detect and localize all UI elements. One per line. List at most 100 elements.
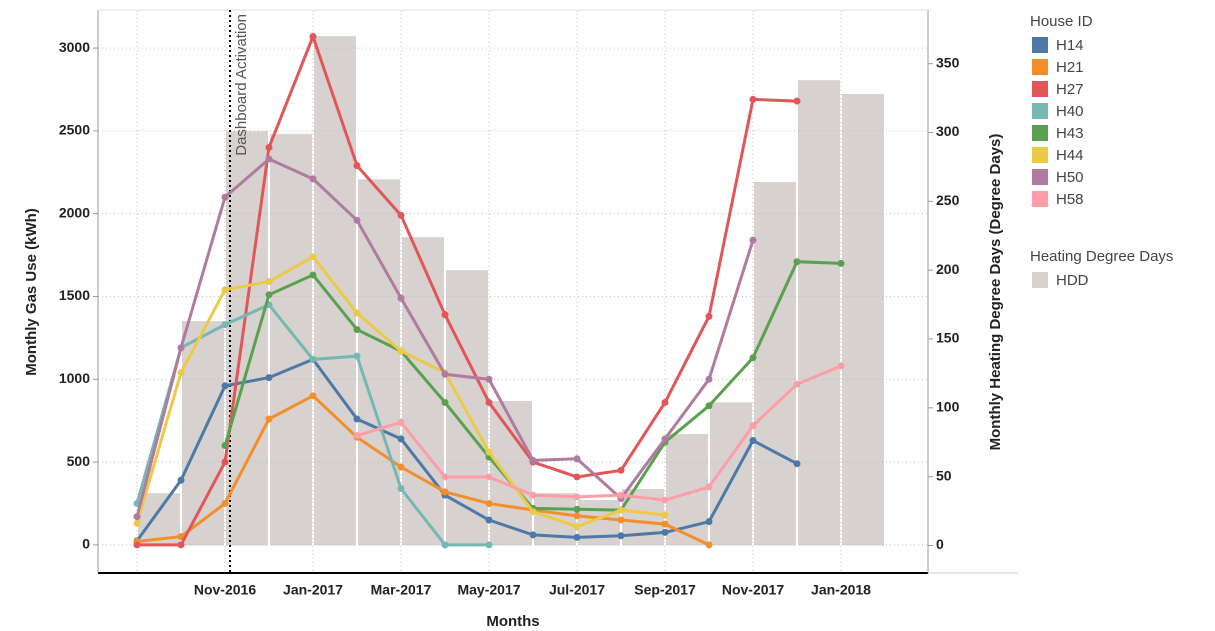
- point: [573, 473, 581, 481]
- point: [573, 512, 581, 520]
- point: [573, 523, 581, 531]
- point: [221, 286, 229, 294]
- point: [353, 352, 361, 360]
- point: [749, 437, 757, 445]
- point: [353, 309, 361, 317]
- point: [221, 458, 229, 466]
- point: [353, 326, 361, 334]
- y-tick-label: 2500: [59, 122, 90, 138]
- y2-tick-label: 100: [936, 399, 960, 415]
- point: [309, 253, 317, 261]
- y-tick-label: 2000: [59, 204, 90, 220]
- point: [177, 533, 185, 541]
- y2-tick-label: 150: [936, 330, 960, 346]
- point: [353, 216, 361, 224]
- legend-label: H21: [1056, 59, 1084, 76]
- legend-label: H58: [1056, 191, 1084, 208]
- point: [617, 506, 625, 514]
- point: [573, 533, 581, 541]
- point: [177, 476, 185, 484]
- point: [573, 455, 581, 463]
- point: [661, 528, 669, 536]
- point: [265, 278, 273, 286]
- point: [749, 95, 757, 103]
- point: [133, 513, 141, 521]
- point: [529, 508, 537, 516]
- y2-tick-label: 0: [936, 536, 944, 552]
- bar: [754, 182, 796, 546]
- y2-tick-label: 50: [936, 467, 952, 483]
- bar: [798, 80, 840, 546]
- bar: [446, 270, 488, 546]
- line: [137, 32, 798, 547]
- point: [397, 294, 405, 302]
- point: [705, 402, 713, 410]
- point: [177, 344, 185, 352]
- point: [177, 369, 185, 377]
- bar: [710, 402, 752, 546]
- point: [441, 473, 449, 481]
- point: [265, 374, 273, 382]
- legend-label: H43: [1056, 125, 1084, 142]
- legend-swatch: [1032, 103, 1048, 119]
- point: [529, 491, 537, 499]
- y-tick-label: 500: [67, 453, 91, 469]
- x-tick-label: May-2017: [457, 582, 520, 598]
- y2-tick-label: 350: [936, 54, 960, 70]
- point: [661, 520, 669, 528]
- point: [221, 321, 229, 329]
- point: [309, 32, 317, 40]
- point: [705, 518, 713, 526]
- point: [309, 271, 317, 279]
- point: [309, 175, 317, 183]
- y2-tick-label: 250: [936, 192, 960, 208]
- point: [837, 259, 845, 267]
- point: [793, 380, 801, 388]
- point: [353, 415, 361, 423]
- point: [661, 511, 669, 519]
- point: [705, 375, 713, 383]
- point: [221, 382, 229, 390]
- point: [265, 143, 273, 151]
- point: [529, 531, 537, 539]
- x-axis-title: Months: [486, 613, 539, 630]
- annotation: Dashboard Activation: [233, 14, 250, 156]
- point: [177, 541, 185, 549]
- point: [485, 516, 493, 524]
- legend-swatch: [1032, 125, 1048, 141]
- point: [309, 355, 317, 363]
- x-tick-label: Nov-2016: [194, 582, 256, 598]
- y-tick-label: 3000: [59, 39, 90, 55]
- legend-label: H50: [1056, 169, 1084, 186]
- point: [265, 291, 273, 299]
- point: [749, 354, 757, 362]
- point: [441, 541, 449, 549]
- bar: [314, 36, 356, 546]
- point: [573, 505, 581, 513]
- point: [353, 432, 361, 440]
- point: [485, 541, 493, 549]
- y2-tick-label: 300: [936, 123, 960, 139]
- point: [617, 532, 625, 540]
- y-axis-title: Monthly Gas Use (kWh): [23, 208, 40, 376]
- point: [221, 499, 229, 507]
- point: [441, 370, 449, 378]
- point: [221, 441, 229, 449]
- point: [485, 398, 493, 406]
- point: [749, 422, 757, 430]
- point: [397, 211, 405, 219]
- point: [661, 435, 669, 443]
- point: [793, 258, 801, 266]
- point: [617, 491, 625, 499]
- point: [353, 162, 361, 170]
- point: [837, 362, 845, 370]
- point: [705, 483, 713, 491]
- point: [793, 460, 801, 468]
- line: [136, 393, 710, 547]
- point: [441, 488, 449, 496]
- point: [441, 398, 449, 406]
- legend-label: H40: [1056, 103, 1084, 120]
- point: [705, 312, 713, 320]
- legend-label: H27: [1056, 81, 1084, 98]
